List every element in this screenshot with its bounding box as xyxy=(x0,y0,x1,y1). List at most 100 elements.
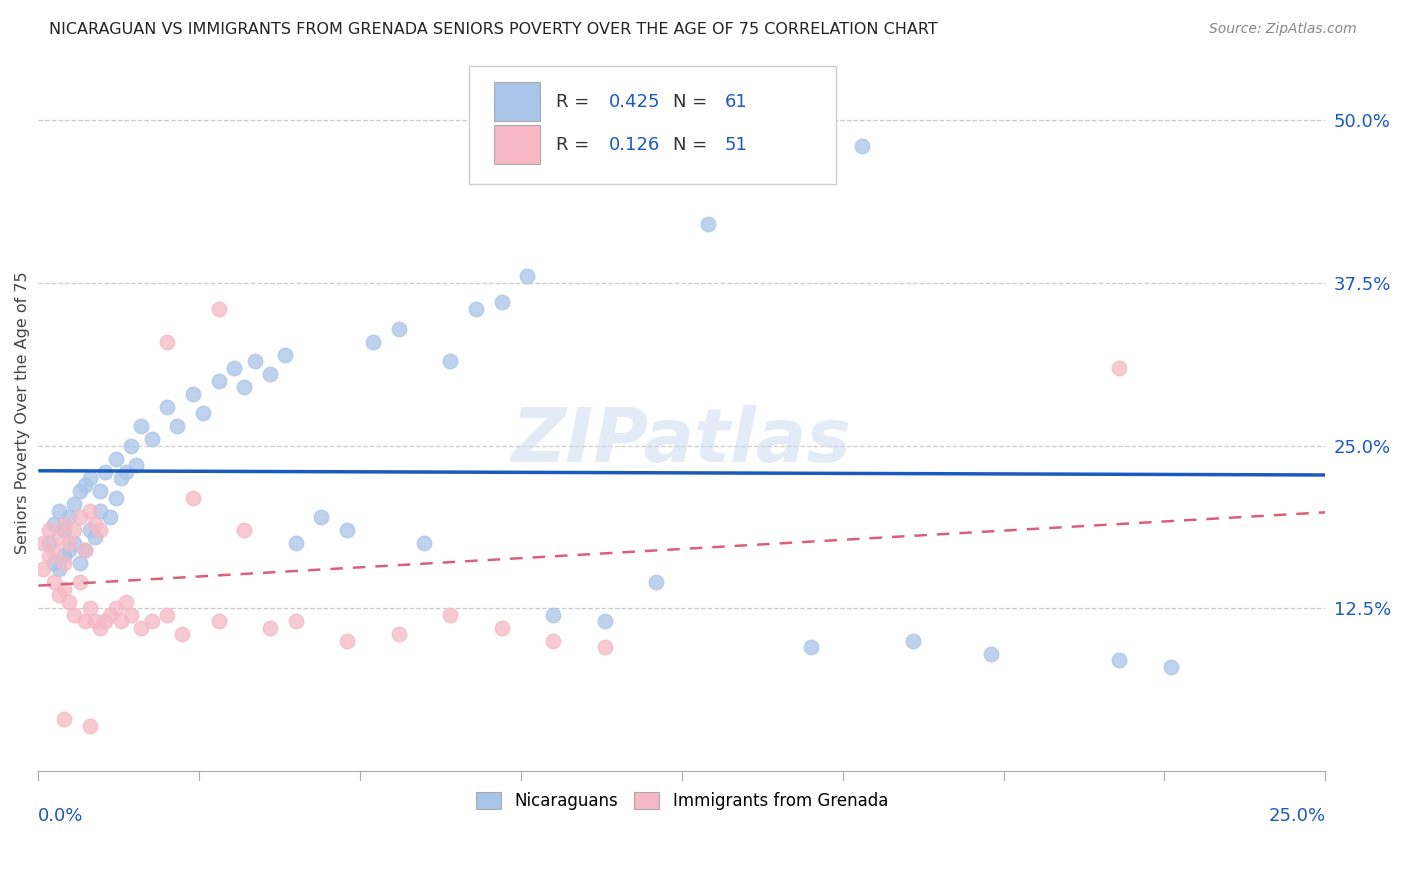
Point xyxy=(73,477,96,491)
Point xyxy=(207,615,229,629)
Point xyxy=(141,615,163,629)
Point xyxy=(191,406,214,420)
Point xyxy=(100,510,122,524)
Point xyxy=(903,634,925,648)
Y-axis label: Seniors Poverty Over the Age of 75: Seniors Poverty Over the Age of 75 xyxy=(15,272,30,555)
Point xyxy=(38,549,60,564)
Point xyxy=(53,712,76,726)
Point xyxy=(541,607,564,622)
Point xyxy=(104,491,127,505)
Point xyxy=(48,530,70,544)
Point xyxy=(336,634,359,648)
Point xyxy=(69,556,91,570)
Point xyxy=(53,556,76,570)
Text: R =: R = xyxy=(555,136,595,153)
Point xyxy=(207,374,229,388)
Point xyxy=(32,562,55,576)
Point xyxy=(259,367,281,381)
Text: 0.0%: 0.0% xyxy=(38,807,84,825)
Point xyxy=(1108,360,1130,375)
Point xyxy=(38,524,60,538)
Point xyxy=(120,439,142,453)
Point xyxy=(63,497,86,511)
Point xyxy=(73,542,96,557)
FancyBboxPatch shape xyxy=(470,66,837,184)
Point xyxy=(79,524,101,538)
Point xyxy=(439,354,461,368)
Point xyxy=(69,575,91,590)
Point xyxy=(100,607,122,622)
Text: 61: 61 xyxy=(724,93,747,111)
Point xyxy=(541,634,564,648)
Point xyxy=(69,484,91,499)
Point xyxy=(233,524,256,538)
Point xyxy=(79,718,101,732)
Point xyxy=(413,536,436,550)
Text: 25.0%: 25.0% xyxy=(1268,807,1326,825)
Point xyxy=(42,575,65,590)
Text: Source: ZipAtlas.com: Source: ZipAtlas.com xyxy=(1209,22,1357,37)
Point xyxy=(274,347,297,361)
Point xyxy=(53,524,76,538)
Point xyxy=(516,269,538,284)
Point xyxy=(125,458,148,473)
Point xyxy=(439,607,461,622)
Point xyxy=(79,504,101,518)
Point xyxy=(53,516,76,531)
Point xyxy=(58,542,80,557)
Point xyxy=(166,419,188,434)
Point xyxy=(79,601,101,615)
Point xyxy=(89,484,111,499)
Point xyxy=(42,516,65,531)
Point xyxy=(32,536,55,550)
Point xyxy=(42,556,65,570)
Point xyxy=(94,465,117,479)
Point xyxy=(181,386,204,401)
Point xyxy=(491,295,513,310)
Point xyxy=(593,640,616,655)
Point xyxy=(129,621,152,635)
Point xyxy=(89,504,111,518)
Point xyxy=(104,451,127,466)
Point xyxy=(48,504,70,518)
Point xyxy=(233,380,256,394)
Text: 0.425: 0.425 xyxy=(609,93,659,111)
Point xyxy=(115,465,138,479)
Point xyxy=(53,582,76,596)
Point xyxy=(156,334,179,349)
Point xyxy=(110,471,132,485)
Point xyxy=(94,615,117,629)
Point xyxy=(141,432,163,446)
Text: N =: N = xyxy=(673,136,713,153)
Point xyxy=(980,647,1002,661)
FancyBboxPatch shape xyxy=(494,125,540,164)
Point xyxy=(42,542,65,557)
Point xyxy=(311,510,333,524)
Point xyxy=(69,510,91,524)
Point xyxy=(63,607,86,622)
Point xyxy=(1160,660,1182,674)
Point xyxy=(58,595,80,609)
Point xyxy=(388,321,411,335)
Point xyxy=(63,524,86,538)
Point xyxy=(129,419,152,434)
Point xyxy=(120,607,142,622)
Point xyxy=(156,400,179,414)
Point xyxy=(58,536,80,550)
Point xyxy=(53,549,76,564)
Text: 51: 51 xyxy=(724,136,747,153)
Point xyxy=(593,615,616,629)
Point xyxy=(79,471,101,485)
Point xyxy=(156,607,179,622)
Point xyxy=(851,139,873,153)
Point xyxy=(222,360,245,375)
Point xyxy=(181,491,204,505)
Point xyxy=(491,621,513,635)
Point xyxy=(1108,653,1130,667)
Point xyxy=(89,621,111,635)
Point xyxy=(336,524,359,538)
Point xyxy=(284,615,307,629)
Point xyxy=(73,542,96,557)
Point xyxy=(696,218,718,232)
Point xyxy=(84,516,107,531)
